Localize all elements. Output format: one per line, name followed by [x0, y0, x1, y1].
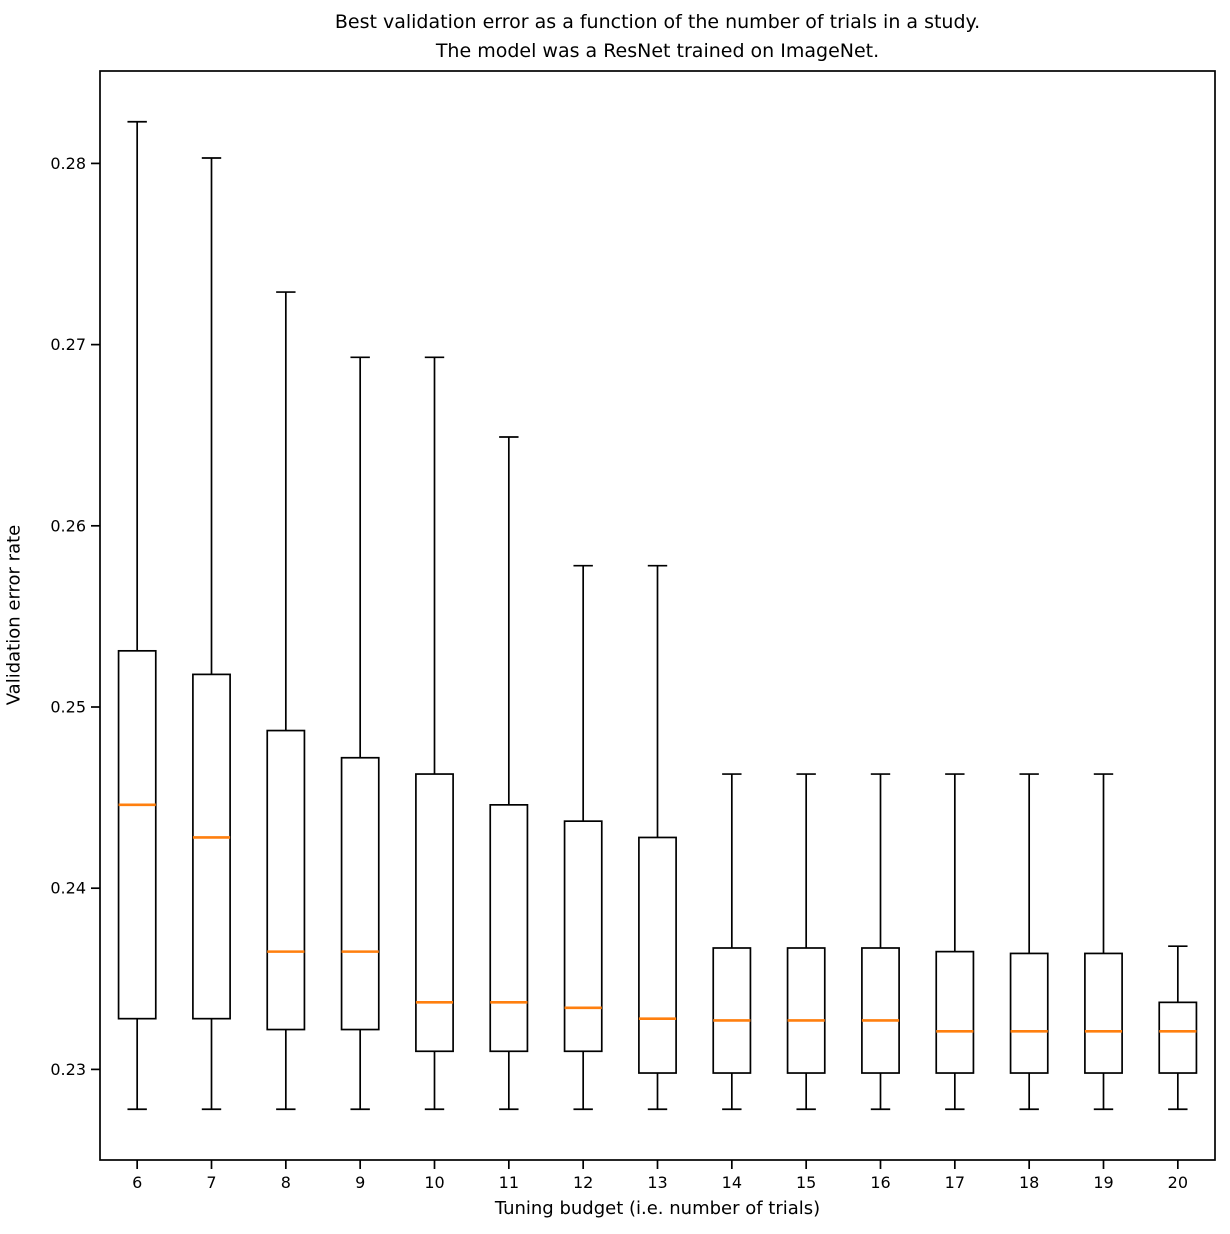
box-and-whiskers-15: [786, 947, 826, 1074]
x-tick-label: 15: [796, 1173, 816, 1192]
x-tick-label: 17: [945, 1173, 965, 1192]
x-tick-label: 19: [1093, 1173, 1113, 1192]
x-tick-label: 7: [206, 1173, 216, 1192]
box-and-whiskers-12: [563, 820, 603, 1053]
y-tick-label: 0.23: [50, 1060, 86, 1079]
x-tick-label: 18: [1019, 1173, 1039, 1192]
box-and-whiskers-8: [266, 729, 306, 1031]
x-tick-label: 9: [355, 1173, 365, 1192]
x-tick-label: 13: [647, 1173, 667, 1192]
box-and-whiskers-9: [340, 756, 380, 1031]
box-and-whiskers-18: [1009, 952, 1049, 1074]
box-and-whiskers-16: [861, 947, 900, 1074]
box-and-whiskers-11: [489, 804, 529, 1053]
y-tick-label: 0.24: [50, 879, 86, 898]
x-tick-label: 11: [499, 1173, 519, 1192]
box-and-whiskers-10: [415, 773, 454, 1053]
x-tick-label: 16: [870, 1173, 890, 1192]
y-axis-label: Validation error rate: [3, 524, 25, 706]
box-and-whiskers-17: [935, 950, 975, 1074]
x-tick-label: 6: [132, 1173, 142, 1192]
x-tick-label: 8: [281, 1173, 291, 1192]
y-tick-label: 0.27: [50, 335, 86, 354]
box-and-whiskers-20: [1158, 1001, 1198, 1074]
x-tick-label: 14: [722, 1173, 742, 1192]
y-tick-label: 0.28: [50, 154, 86, 173]
box-and-whiskers-19: [1084, 952, 1123, 1074]
y-tick-label: 0.26: [50, 516, 86, 535]
chart-title-line-2: The model was a ResNet trained on ImageN…: [435, 40, 880, 62]
chart-title: Best validation error as a function of t…: [100, 8, 1215, 66]
x-tick-label: 20: [1168, 1173, 1188, 1192]
x-tick-label: 12: [573, 1173, 593, 1192]
box-and-whiskers-6: [117, 649, 157, 1020]
chart-title-line-1: Best validation error as a function of t…: [334, 11, 981, 33]
x-axis-label: Tuning budget (i.e. number of trials): [494, 1198, 821, 1219]
x-tick-label: 10: [424, 1173, 444, 1192]
box-and-whiskers-13: [638, 836, 677, 1074]
box-and-whiskers-14: [712, 947, 752, 1074]
box-and-whiskers-7: [192, 673, 231, 1020]
y-tick-label: 0.25: [50, 698, 86, 717]
